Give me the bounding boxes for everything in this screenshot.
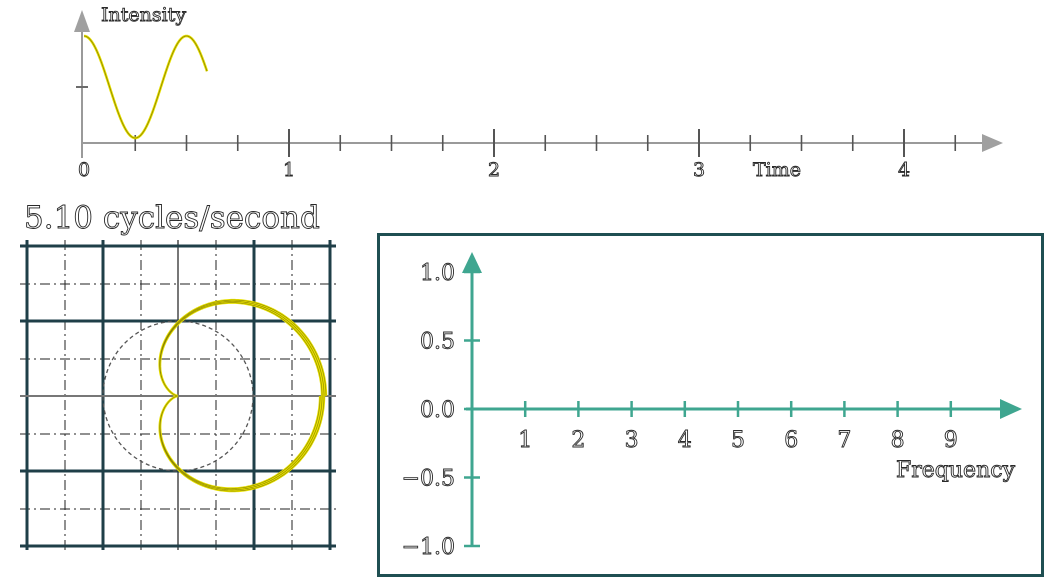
signal-curve (83, 34, 209, 140)
frequency-y-tick-label: 0.0 (420, 398, 455, 423)
time-axis-arrow (982, 134, 1003, 152)
time-tick-labels: 0 1 2 3 4 (78, 159, 911, 182)
time-label: Time (753, 159, 801, 181)
frequency-x-tick-label: 5 (731, 428, 745, 453)
time-tick-label: 2 (488, 159, 500, 181)
frequency-x-tick-label: 3 (625, 428, 639, 453)
time-tick-label: 3 (693, 159, 705, 181)
frequency-label: Frequency (896, 458, 1016, 483)
frequency-x-tick-label: 1 (518, 428, 532, 453)
frequency-x-tick-label: 2 (571, 428, 585, 453)
frequency-x-tick-label: 7 (837, 428, 851, 453)
intensity-label: Intensity (101, 4, 186, 26)
time-tick-label: 0 (78, 159, 90, 181)
frequency-x-tick-label: 4 (678, 428, 692, 453)
winding-plot: 5.10 cycles/second (20, 200, 336, 550)
intensity-axis-arrow (74, 10, 90, 32)
time-ticks (134, 129, 957, 157)
frequency-y-ticks (464, 270, 480, 548)
frequency-y-tick-label: 1.0 (420, 261, 455, 286)
frequency-y-tick-label: 0.5 (420, 330, 455, 355)
frequency-plot: 1 2 3 4 5 6 7 8 9 1.0 0.5 0.0 −0.5 −1.0 Frequency (377, 233, 1044, 577)
frequency-axis-arrow (1000, 399, 1022, 419)
signal-curve-outline (83, 35, 208, 139)
frequency-plot-frame (377, 233, 1044, 577)
frequency-x-tick-labels: 1 2 3 4 5 6 7 8 9 (518, 428, 958, 454)
winding-frequency-title: 5.10 cycles/second (24, 200, 320, 236)
frequency-x-tick-label: 9 (944, 428, 958, 453)
frequency-y-tick-label: −0.5 (402, 467, 455, 492)
frequency-x-tick-label: 6 (784, 428, 798, 453)
frequency-y-tick-labels: 1.0 0.5 0.0 −0.5 −1.0 (401, 261, 455, 561)
frequency-y-tick-label: −1.0 (402, 535, 455, 560)
time-plot: 0 1 2 3 4 Intensity Time (74, 4, 1003, 181)
time-tick-label: 1 (283, 159, 295, 181)
time-tick-label: 4 (898, 159, 910, 181)
winding-curve-outline (159, 299, 327, 492)
frequency-x-ticks (523, 401, 953, 417)
frequency-x-tick-label: 8 (891, 428, 905, 453)
amplitude-axis-arrow (462, 252, 482, 273)
